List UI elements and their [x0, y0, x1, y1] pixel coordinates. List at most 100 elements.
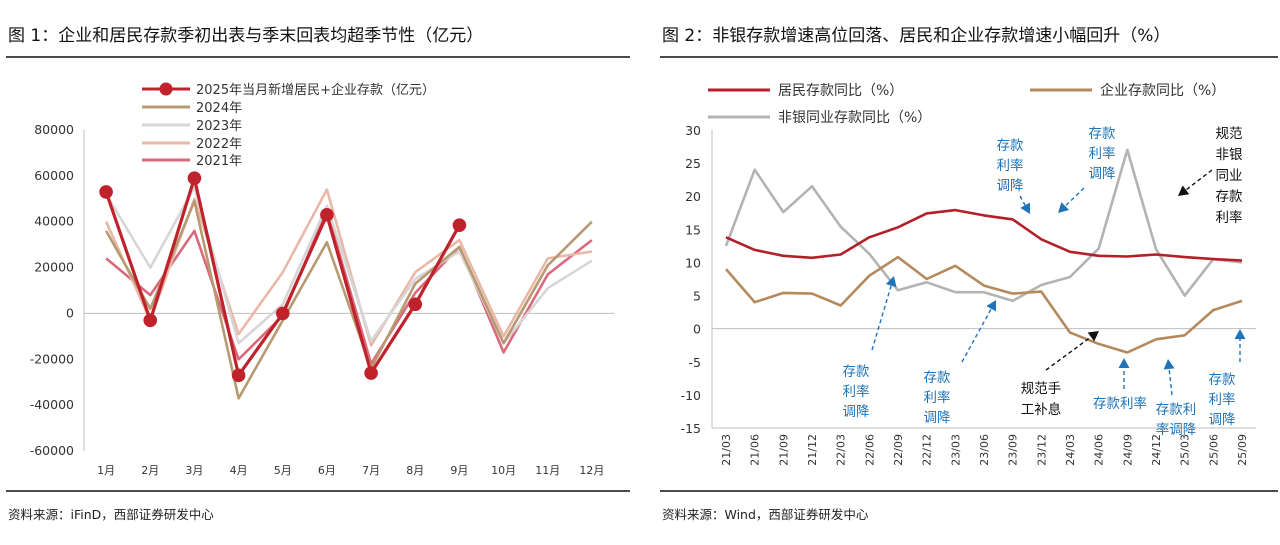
- chart2-series: [724, 148, 1243, 354]
- chart1-point: [320, 208, 334, 222]
- chart2-arrow-shaft: [871, 283, 893, 351]
- chart2-annotation-blue: 调降: [924, 410, 952, 426]
- chart1-y-tick-label: 40000: [34, 214, 74, 229]
- chart2-series-line-0: [725, 208, 1243, 262]
- chart2-arrow: [1163, 359, 1175, 396]
- chart2-y-tick-label: -10: [681, 388, 701, 403]
- chart2-arrow-shaft: [1183, 169, 1213, 192]
- chart2-annotation-blue: 率调降: [1156, 421, 1197, 438]
- chart2-arrow-head: [885, 276, 897, 288]
- chart1-x-tick-label: 6月: [318, 464, 336, 477]
- chart1-y-tick-label: -40000: [30, 397, 74, 412]
- chart2-x-tick-label: 21/09: [777, 434, 790, 466]
- chart2-annotation-black: 工补息: [1021, 401, 1062, 418]
- chart2-annotation-blue: 调降: [997, 178, 1025, 194]
- chart2-y-tick-label: 0: [693, 322, 701, 337]
- chart2-arrow: [1058, 187, 1085, 213]
- chart1-y-tick-label: 60000: [34, 168, 74, 183]
- chart2-arrow-head: [986, 300, 997, 312]
- chart1-legend-label: 2022年: [196, 137, 242, 152]
- chart2-y-tick-label: -15: [681, 421, 701, 436]
- chart2-arrow-head: [1178, 185, 1190, 196]
- chart2-annotation-blue: 利率: [997, 157, 1024, 174]
- chart2-plot: 30 25 20 15 10 5 0 -5 -10 -15 21/03 21/06 21/09 21/1…: [681, 82, 1256, 466]
- chart2-arrow-head: [1234, 329, 1246, 339]
- chart1-x-ticks: 1月 2月 3月 4月 5月 6月 7月 8月 9月 10月 11月 12月: [97, 464, 604, 477]
- chart1-series: [104, 176, 593, 400]
- chart2-series-line-1: [725, 255, 1243, 354]
- chart2-x-tick-label: 21/03: [720, 434, 733, 466]
- chart2-annotation-blue: 存款: [843, 364, 871, 380]
- chart1-legend-label: 2021年: [196, 154, 242, 169]
- chart1-point: [275, 306, 290, 321]
- chart2-series-line-2: [724, 148, 1243, 303]
- chart1-y-tick-label: 80000: [34, 122, 74, 137]
- chart2-x-tick-label: 22/03: [835, 434, 848, 466]
- chart2-y-tick-label: 5: [693, 289, 701, 304]
- chart2-annotation-blue: 存款: [924, 370, 952, 386]
- chart1-x-tick-label: 5月: [274, 464, 292, 477]
- chart2-annotation-black: 同业: [1216, 168, 1243, 184]
- chart2-y-tick-label: 30: [685, 123, 701, 138]
- chart1-point: [364, 366, 378, 380]
- chart1-legend-label: 2023年: [196, 119, 242, 134]
- chart2-x-tick-label: 25/03: [1179, 434, 1192, 466]
- chart2-annotation-black: 规范: [1216, 126, 1243, 142]
- chart1-source: 资料来源：iFinD，西部证券研发中心: [8, 507, 214, 522]
- chart2-y-ticks: 30 25 20 15 10 5 0 -5 -10 -15: [681, 123, 701, 436]
- chart2-annotation-black: 利率: [1216, 209, 1243, 226]
- chart2-x-tick-label: 24/12: [1150, 434, 1163, 466]
- chart1-point: [99, 185, 113, 199]
- chart2-x-tick-label: 25/06: [1207, 434, 1220, 466]
- chart1-y-tick-label: -20000: [30, 351, 74, 366]
- chart2-x-tick-label: 22/06: [863, 434, 876, 466]
- chart2-annotation-blue: 存款: [997, 138, 1025, 154]
- chart1-legend-label: 2025年当月新增居民+企业存款（亿元）: [196, 82, 435, 98]
- chart2-annotation-black: 非银: [1216, 147, 1244, 163]
- chart1-y-tick-label: 0: [66, 305, 74, 320]
- chart1-point: [143, 313, 158, 328]
- chart1-point: [231, 368, 246, 383]
- chart2-arrow: [1118, 358, 1130, 389]
- chart2-x-tick-label: 22/09: [892, 434, 905, 466]
- chart1-x-tick-label: 4月: [230, 464, 248, 477]
- chart2-legend-label: 企业存款同比（%）: [1100, 82, 1225, 99]
- chart2-arrow: [1045, 331, 1099, 371]
- chart2-arrow: [1234, 329, 1246, 362]
- chart2-arrow-head: [1163, 359, 1175, 370]
- chart1-series-line-1: [104, 199, 593, 400]
- chart2-arrow-head: [1058, 202, 1070, 213]
- chart1-x-tick-label: 7月: [362, 464, 380, 477]
- chart2-annotation-blue: 利率: [843, 383, 870, 400]
- chart2-arrow-head: [1087, 331, 1099, 342]
- chart1-plot: 800006000040000200000-20000-40000-60000 …: [30, 82, 614, 477]
- chart2-x-tick-label: 23/03: [949, 434, 962, 466]
- chart2-arrow-head: [1118, 358, 1130, 368]
- chart2-arrow: [961, 300, 997, 363]
- chart2-annotation-blue: 调降: [843, 404, 871, 420]
- chart2-x-tick-label: 24/09: [1121, 434, 1134, 466]
- chart2-x-tick-label: 22/12: [921, 434, 934, 466]
- chart2-x-tick-label: 24/06: [1093, 434, 1106, 466]
- chart2-y-tick-label: 20: [685, 189, 701, 204]
- chart2-arrow-shaft: [1019, 195, 1027, 208]
- chart2-annotation-black: 规范手: [1021, 381, 1062, 397]
- chart1-y-tick-label: 20000: [34, 260, 74, 275]
- chart2-source: 资料来源：Wind，西部证券研发中心: [662, 507, 869, 522]
- chart2-annotation-blue: 存款: [1209, 372, 1237, 388]
- chart1-point: [187, 171, 202, 185]
- chart2-arrow-shaft: [961, 306, 993, 363]
- chart2-arrow-shaft: [1045, 335, 1093, 371]
- chart2-x-tick-label: 23/06: [978, 434, 991, 466]
- chart2-x-tick-label: 21/12: [806, 434, 819, 466]
- chart1-x-tick-label: 3月: [185, 464, 203, 477]
- chart2-arrow: [1019, 195, 1030, 214]
- chart2-arrow-shaft: [1063, 187, 1085, 208]
- chart2-x-tick-label: 24/03: [1064, 434, 1077, 466]
- chart2-legend-label: 居民存款同比（%）: [778, 83, 903, 99]
- chart1-point: [408, 297, 423, 312]
- chart2-y-tick-label: 15: [685, 222, 701, 237]
- chart2-annotation-blue: 调降: [1089, 166, 1117, 182]
